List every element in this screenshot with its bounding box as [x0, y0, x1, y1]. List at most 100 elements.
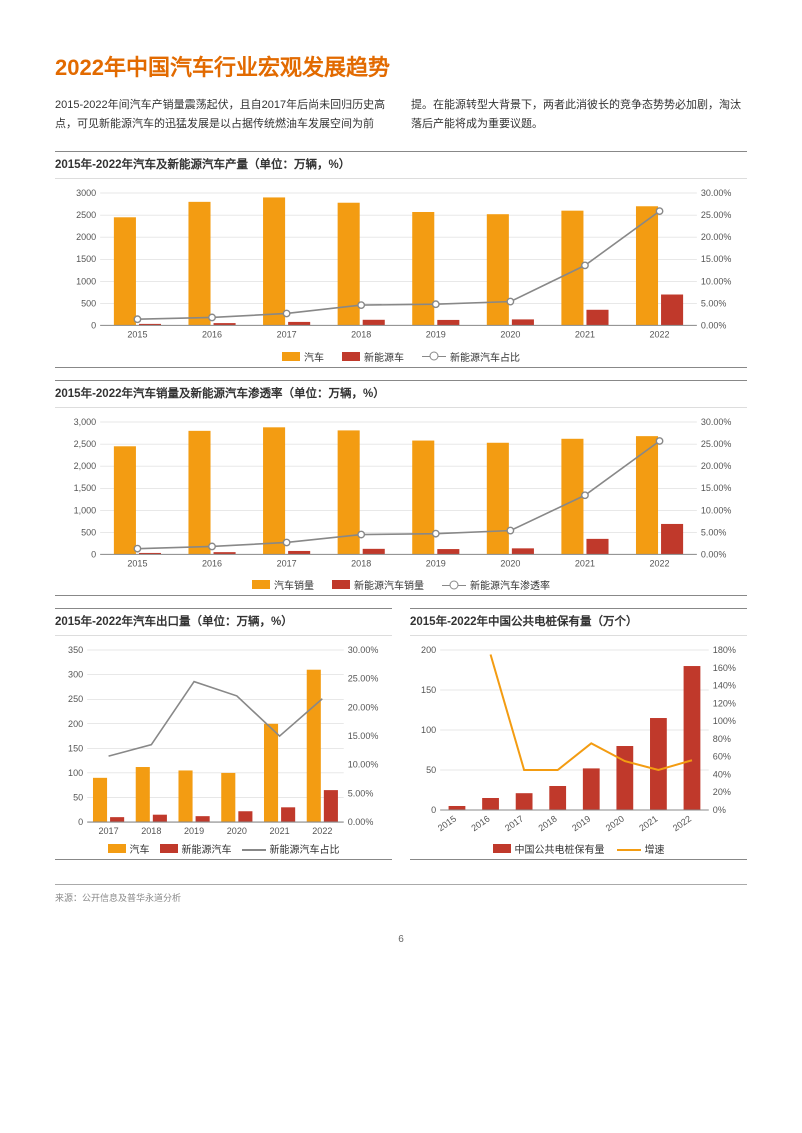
legend-row: 汽车 新能源汽车 新能源汽车占比 — [55, 838, 392, 860]
svg-text:5.00%: 5.00% — [348, 789, 374, 799]
legend-label: 新能源汽车销量 — [354, 577, 424, 592]
svg-text:2019: 2019 — [184, 826, 204, 836]
svg-text:2020: 2020 — [500, 330, 520, 340]
svg-text:15.00%: 15.00% — [348, 731, 379, 741]
legend-label: 汽车 — [304, 349, 324, 364]
svg-text:0.00%: 0.00% — [701, 549, 727, 559]
legend-label: 中国公共电桩保有量 — [515, 841, 605, 856]
svg-text:30.00%: 30.00% — [701, 188, 732, 198]
svg-text:2015: 2015 — [436, 814, 458, 834]
legend-item: 新能源汽车 — [160, 841, 232, 856]
svg-text:2021: 2021 — [270, 826, 290, 836]
legend-label: 新能源汽车 — [182, 841, 232, 856]
legend-label: 新能源汽车占比 — [270, 841, 340, 856]
svg-text:180%: 180% — [713, 645, 736, 655]
legend-line-icon — [242, 844, 266, 854]
legend-row: 汽车销量 新能源汽车销量 新能源汽车渗透率 — [55, 574, 747, 596]
svg-text:2,000: 2,000 — [74, 461, 97, 471]
svg-text:1,500: 1,500 — [74, 483, 97, 493]
svg-text:2019: 2019 — [426, 330, 446, 340]
svg-text:2018: 2018 — [351, 558, 371, 568]
svg-text:0: 0 — [78, 817, 83, 827]
legend-item: 新能源汽车占比 — [422, 349, 520, 364]
legend-item: 中国公共电桩保有量 — [493, 841, 605, 856]
svg-text:0%: 0% — [713, 805, 726, 815]
legend-label: 汽车 — [130, 841, 150, 856]
svg-text:2022: 2022 — [312, 826, 332, 836]
legend-label: 新能源汽车占比 — [450, 349, 520, 364]
chart-title: 2015年-2022年汽车销量及新能源汽车渗透率（单位：万辆，%） — [55, 380, 747, 408]
legend-item: 汽车 — [108, 841, 150, 856]
svg-text:20%: 20% — [713, 788, 731, 798]
legend-row: 中国公共电桩保有量 增速 — [410, 838, 747, 860]
svg-text:50: 50 — [426, 765, 436, 775]
svg-text:10.00%: 10.00% — [701, 277, 732, 287]
chart-svg-charging: 0501001502000%20%40%60%80%100%120%140%16… — [410, 642, 747, 838]
page-number: 6 — [55, 934, 747, 945]
svg-text:25.00%: 25.00% — [348, 674, 379, 684]
svg-text:15.00%: 15.00% — [701, 483, 732, 493]
legend-label: 新能源汽车渗透率 — [470, 577, 550, 592]
svg-text:2022: 2022 — [650, 330, 670, 340]
svg-text:2017: 2017 — [277, 558, 297, 568]
svg-text:150: 150 — [68, 744, 83, 754]
chart-production: 2015年-2022年汽车及新能源汽车产量（单位：万辆，%） 050010001… — [55, 151, 747, 367]
chart-title: 2015年-2022年中国公共电桩保有量（万个） — [410, 608, 747, 636]
svg-text:2015: 2015 — [127, 330, 147, 340]
svg-text:140%: 140% — [713, 681, 736, 691]
svg-text:160%: 160% — [713, 663, 736, 673]
svg-text:10.00%: 10.00% — [348, 760, 379, 770]
svg-text:2018: 2018 — [351, 330, 371, 340]
svg-text:2019: 2019 — [426, 558, 446, 568]
legend-marker — [422, 351, 446, 361]
svg-text:500: 500 — [81, 299, 96, 309]
legend-swatch — [252, 580, 270, 589]
chart-svg-export: 0501001502002503003500.00%5.00%10.00%15.… — [55, 642, 392, 838]
svg-text:300: 300 — [68, 670, 83, 680]
legend-item: 新能源车 — [342, 349, 404, 364]
svg-text:0: 0 — [91, 321, 96, 331]
svg-text:2018: 2018 — [537, 814, 559, 834]
legend-swatch — [108, 844, 126, 853]
svg-text:3000: 3000 — [76, 188, 96, 198]
svg-text:2020: 2020 — [604, 814, 626, 834]
svg-text:2500: 2500 — [76, 210, 96, 220]
intro-paragraph: 2015-2022年间汽车产销量震荡起伏，且自2017年后尚未回归历史高点，可见… — [55, 96, 747, 133]
page-title: 2022年中国汽车行业宏观发展趋势 — [55, 50, 747, 82]
svg-text:20.00%: 20.00% — [348, 703, 379, 713]
svg-text:2021: 2021 — [637, 814, 659, 834]
chart-title: 2015年-2022年汽车出口量（单位：万辆，%） — [55, 608, 392, 636]
svg-text:2000: 2000 — [76, 233, 96, 243]
svg-text:250: 250 — [68, 694, 83, 704]
legend-swatch — [282, 352, 300, 361]
legend-item: 新能源汽车销量 — [332, 577, 424, 592]
legend-item: 增速 — [617, 841, 665, 856]
legend-swatch — [493, 844, 511, 853]
svg-text:2021: 2021 — [575, 330, 595, 340]
svg-text:20.00%: 20.00% — [701, 461, 732, 471]
svg-text:500: 500 — [81, 527, 96, 537]
svg-text:100: 100 — [421, 725, 436, 735]
svg-text:100: 100 — [68, 768, 83, 778]
chart-export: 2015年-2022年汽车出口量（单位：万辆，%） 05010015020025… — [55, 608, 392, 864]
svg-text:5.00%: 5.00% — [701, 527, 727, 537]
legend-item: 新能源汽车渗透率 — [442, 577, 550, 592]
svg-text:0.00%: 0.00% — [701, 321, 727, 331]
svg-text:2017: 2017 — [99, 826, 119, 836]
svg-text:2018: 2018 — [141, 826, 161, 836]
svg-text:3,000: 3,000 — [74, 417, 97, 427]
svg-text:2017: 2017 — [503, 814, 525, 834]
svg-text:2020: 2020 — [227, 826, 247, 836]
svg-text:0: 0 — [91, 549, 96, 559]
svg-text:2015: 2015 — [127, 558, 147, 568]
svg-text:40%: 40% — [713, 770, 731, 780]
chart-svg-production: 0500100015002000250030000.00%5.00%10.00%… — [55, 185, 747, 345]
svg-text:100%: 100% — [713, 716, 736, 726]
svg-text:2022: 2022 — [671, 814, 693, 834]
svg-text:80%: 80% — [713, 734, 731, 744]
svg-text:5.00%: 5.00% — [701, 299, 727, 309]
legend-label: 汽车销量 — [274, 577, 314, 592]
legend-item: 汽车销量 — [252, 577, 314, 592]
svg-text:2,500: 2,500 — [74, 439, 97, 449]
svg-text:25.00%: 25.00% — [701, 439, 732, 449]
